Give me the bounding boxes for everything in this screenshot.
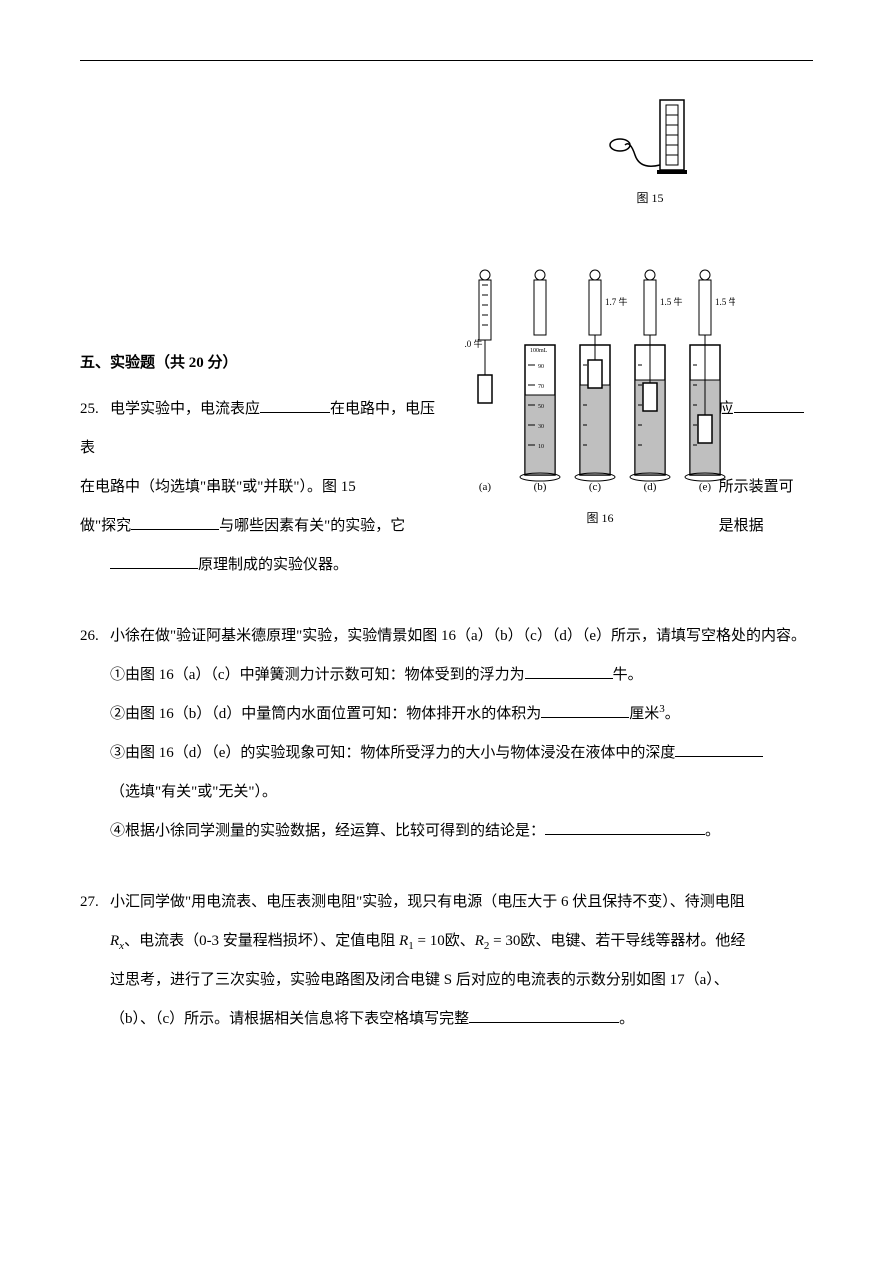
q26-item1b: 牛。: [613, 667, 643, 683]
svg-text:30: 30: [538, 424, 544, 430]
q26-intro: 小徐在做"验证阿基米德原理"实验，实验情景如图 16（a）（b）（c）（d）（e…: [110, 628, 806, 644]
q26-item4b: 。: [705, 823, 720, 839]
figure-15: 图 15: [590, 95, 710, 206]
svg-text:(a): (a): [479, 481, 492, 493]
q27-R2-R: R: [475, 933, 484, 949]
svg-text:(e): (e): [699, 481, 712, 493]
q27-l4a: （b）、（c）所示。请根据相关信息将下表空格填写完整: [110, 1011, 469, 1027]
q27-R1-R: R: [399, 933, 408, 949]
q25-l2a: 在电路中（均选填"串联"或"并联"）。图 15: [80, 479, 356, 495]
q26-item1a: ①由图 16（a）（c）中弹簧测力计示数可知：物体受到的浮力为: [110, 667, 525, 683]
question-27: 27.小汇同学做"用电流表、电压表测电阻"实验，现只有电源（电压大于 6 伏且保…: [80, 883, 813, 1039]
svg-text:(b): (b): [534, 481, 547, 493]
q26-item2b: 厘米: [629, 706, 659, 722]
q25-number: 25.: [80, 390, 110, 429]
svg-text:(d): (d): [644, 481, 657, 493]
section-number: 五、: [80, 355, 110, 371]
svg-text:1.5 牛: 1.5 牛: [660, 296, 683, 307]
q27-l1: 小汇同学做"用电流表、电压表测电阻"实验，现只有电源（电压大于 6 伏且保持不变…: [110, 894, 745, 910]
svg-text:50: 50: [538, 404, 544, 410]
q26-blank-4: [545, 819, 705, 836]
q25-blank-2: [734, 397, 804, 414]
q27-l3: 过思考，进行了三次实验，实验电路图及闭合电键 S 后对应的电流表的示数分别如图 …: [110, 972, 729, 988]
q26-item4a: ④根据小徐同学测量的实验数据，经运算、比较可得到的结论是：: [110, 823, 545, 839]
svg-text:(c): (c): [589, 481, 602, 493]
q27-R2-ou: 欧、电键、若干导线等器材。他经: [520, 933, 745, 949]
question-26: 26.小徐在做"验证阿基米德原理"实验，实验情景如图 16（a）（b）（c）（d…: [80, 617, 813, 851]
figure-16: (a) 2.0 牛 90 70 50 30 10 (b) 100mL 1.7 牛: [460, 265, 740, 526]
figure-16-svg: (a) 2.0 牛 90 70 50 30 10 (b) 100mL 1.7 牛: [465, 265, 735, 505]
page-top-rule: [80, 60, 813, 61]
q26-item2a: ②由图 16（b）（d）中量筒内水面位置可知：物体排开水的体积为: [110, 706, 541, 722]
q27-l4b: 。: [619, 1011, 634, 1027]
q26-item3a: ③由图 16（d）（e）的实验现象可知：物体所受浮力的大小与物体浸没在液体中的深…: [110, 745, 675, 761]
q27-number: 27.: [80, 883, 110, 922]
q26-item2c: 。: [665, 706, 680, 722]
q27-R1-ou: 欧、: [445, 933, 475, 949]
svg-text:70: 70: [538, 384, 544, 390]
svg-text:10: 10: [538, 444, 544, 450]
figure-15-svg: [600, 95, 700, 185]
svg-text:1.5 牛: 1.5 牛: [715, 296, 735, 307]
q26-blank-2: [541, 702, 629, 719]
q26-blank-1: [525, 663, 613, 680]
q27-R2-eq: = 30: [489, 933, 520, 949]
q26-item3b: （选填"有关"或"无关"）。: [110, 784, 277, 800]
section-title: 实验题（共 20 分）: [110, 355, 238, 371]
q25-l1a: 电学实验中，电流表应: [110, 401, 260, 417]
svg-text:2.0 牛: 2.0 牛: [465, 338, 483, 349]
figure-15-caption: 图 15: [590, 189, 710, 206]
svg-text:1.7 牛: 1.7 牛: [605, 296, 628, 307]
q25-blank-4: [110, 553, 198, 570]
q27-l2a: 、电流表（0-3 安量程档损坏）、定值电阻: [124, 933, 399, 949]
q27-blank-1: [469, 1007, 619, 1024]
q27-R1-eq: = 10: [414, 933, 445, 949]
figure-16-caption: 图 16: [460, 509, 740, 526]
q25-l3b: 与哪些因素有关"的实验，它: [219, 518, 405, 534]
svg-text:90: 90: [538, 364, 544, 370]
q27-Rx-R: R: [110, 933, 119, 949]
q25-l3a: 做"探究: [80, 518, 131, 534]
q25-blank-3: [131, 514, 219, 531]
q26-blank-3: [675, 741, 763, 758]
svg-text:100mL: 100mL: [530, 348, 548, 354]
q26-number: 26.: [80, 617, 110, 656]
q25-l4a: 原理制成的实验仪器。: [198, 557, 348, 573]
q25-blank-1: [260, 397, 330, 414]
